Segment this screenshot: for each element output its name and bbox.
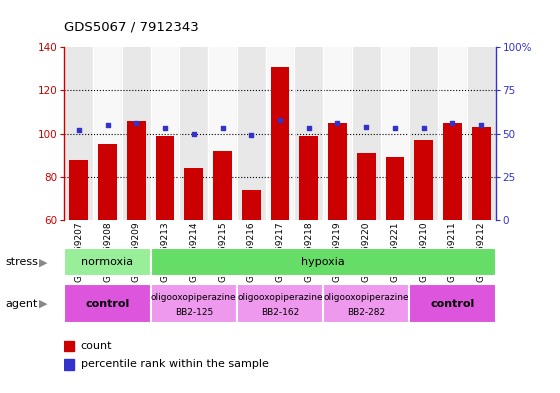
Bar: [237, 47, 265, 220]
Text: stress: stress: [6, 257, 39, 267]
Text: BB2-162: BB2-162: [261, 308, 299, 317]
Point: [189, 130, 198, 137]
Point: [362, 123, 371, 130]
Bar: [179, 47, 208, 220]
Text: BB2-125: BB2-125: [175, 308, 213, 317]
Bar: [151, 284, 237, 323]
Text: oligooxopiperazine: oligooxopiperazine: [237, 293, 323, 302]
Point: [276, 117, 284, 123]
Bar: [386, 158, 404, 350]
Bar: [64, 284, 151, 323]
Bar: [127, 121, 146, 350]
Bar: [237, 284, 323, 323]
Point: [161, 125, 170, 132]
Bar: [381, 47, 409, 220]
Bar: [64, 248, 151, 277]
Bar: [443, 123, 462, 350]
Bar: [64, 340, 74, 351]
Text: BB2-282: BB2-282: [347, 308, 385, 317]
Bar: [323, 284, 409, 323]
Text: ▶: ▶: [39, 257, 48, 267]
Bar: [409, 284, 496, 323]
Bar: [242, 190, 260, 350]
Bar: [323, 47, 352, 220]
Text: control: control: [85, 299, 130, 309]
Point: [477, 122, 486, 128]
Text: count: count: [81, 341, 113, 351]
Bar: [472, 127, 491, 350]
Bar: [208, 47, 237, 220]
Bar: [93, 47, 122, 220]
Bar: [414, 140, 433, 350]
Bar: [122, 47, 151, 220]
Bar: [295, 47, 323, 220]
Bar: [156, 136, 174, 350]
Bar: [270, 67, 290, 350]
Point: [390, 125, 399, 132]
Bar: [438, 47, 467, 220]
Bar: [64, 47, 93, 220]
Point: [448, 120, 457, 127]
Point: [218, 125, 227, 132]
Point: [333, 120, 342, 127]
Text: normoxia: normoxia: [81, 257, 134, 267]
Bar: [357, 153, 376, 350]
Text: control: control: [430, 299, 475, 309]
Text: hypoxia: hypoxia: [301, 257, 345, 267]
Bar: [352, 47, 381, 220]
Point: [103, 122, 112, 128]
Bar: [184, 168, 203, 350]
Bar: [69, 160, 88, 350]
Point: [74, 127, 83, 133]
Point: [247, 132, 256, 138]
Bar: [98, 145, 117, 350]
Bar: [64, 359, 74, 370]
Text: percentile rank within the sample: percentile rank within the sample: [81, 359, 269, 369]
Point: [304, 125, 313, 132]
Text: oligooxopiperazine: oligooxopiperazine: [151, 293, 236, 302]
Text: ▶: ▶: [39, 299, 48, 309]
Bar: [151, 248, 496, 277]
Bar: [300, 136, 318, 350]
Text: GDS5067 / 7912343: GDS5067 / 7912343: [64, 20, 199, 33]
Text: agent: agent: [6, 299, 38, 309]
Point: [132, 120, 141, 127]
Bar: [213, 151, 232, 350]
Bar: [328, 123, 347, 350]
Bar: [265, 47, 295, 220]
Bar: [151, 47, 179, 220]
Text: oligooxopiperazine: oligooxopiperazine: [324, 293, 409, 302]
Bar: [409, 47, 438, 220]
Point: [419, 125, 428, 132]
Bar: [467, 47, 496, 220]
